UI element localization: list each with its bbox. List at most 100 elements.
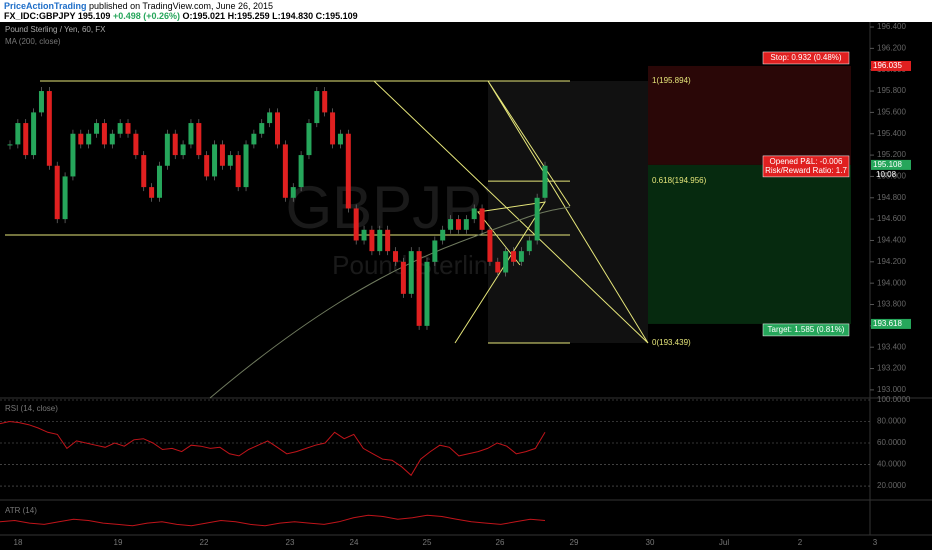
candle xyxy=(534,197,540,241)
entry-tag xyxy=(871,159,911,170)
candle xyxy=(542,165,548,198)
candle xyxy=(149,187,155,198)
y-tick-label: 196.400 xyxy=(877,22,906,31)
y-tick-label: 195.600 xyxy=(877,108,906,117)
candle xyxy=(46,91,52,166)
candle xyxy=(31,112,37,156)
y-tick-label: 100.0000 xyxy=(877,395,911,404)
candle xyxy=(416,251,422,326)
stop-tag xyxy=(871,60,911,71)
candle xyxy=(424,261,430,326)
change: +0.498 (+0.26%) xyxy=(112,11,180,21)
symbol: FX_IDC:GBPJPY xyxy=(4,11,76,21)
low: L:194.830 xyxy=(272,11,314,21)
header: PriceActionTrading published on TradingV… xyxy=(0,0,932,22)
candle xyxy=(282,144,288,198)
y-tick-label: 195.000 xyxy=(877,172,906,181)
x-tick-label: 2 xyxy=(798,538,803,547)
x-tick-label: 19 xyxy=(114,538,123,547)
stop-zone xyxy=(648,65,851,165)
candle xyxy=(227,155,233,166)
y-tick-label: 60.0000 xyxy=(877,438,906,447)
candle xyxy=(385,229,391,252)
y-tick-label: 193.800 xyxy=(877,300,906,309)
candle xyxy=(455,219,461,230)
stop-box xyxy=(762,51,850,65)
pane-subtitle: MA (200, close) xyxy=(5,37,61,46)
last: 195.109 xyxy=(77,11,111,21)
candle xyxy=(495,261,501,273)
candle xyxy=(298,155,304,188)
candle xyxy=(235,155,241,188)
stop-box-text: Stop: 0.932 (0.48%) xyxy=(770,53,841,62)
candle xyxy=(267,112,273,124)
candle xyxy=(511,251,517,262)
candle xyxy=(15,123,21,145)
candle xyxy=(188,123,194,145)
candle xyxy=(94,123,100,134)
candle xyxy=(62,176,68,220)
candle xyxy=(275,112,280,145)
indicator-line xyxy=(0,514,546,527)
candle xyxy=(518,251,524,262)
candle xyxy=(156,165,162,198)
candle xyxy=(322,91,328,113)
y-tick-label: 80.0000 xyxy=(877,417,906,426)
candle xyxy=(337,133,343,145)
open: O:195.021 xyxy=(182,11,226,21)
candle xyxy=(172,133,178,156)
target-tag-label: 193.618 xyxy=(873,319,902,328)
pnl-box-text: Risk/Reward Ratio: 1.7 xyxy=(765,166,847,175)
rsi-title: RSI (14, close) xyxy=(5,404,58,413)
candle xyxy=(487,229,493,262)
candle xyxy=(393,251,399,262)
fib-label: 0(193.439) xyxy=(652,338,691,347)
trend-lines xyxy=(373,80,649,344)
candle xyxy=(526,240,532,252)
y-tick-label: 194.200 xyxy=(877,257,906,266)
y-tick-label: 193.400 xyxy=(877,342,906,351)
x-tick-label: 3 xyxy=(873,538,878,547)
candle xyxy=(141,155,147,188)
candle xyxy=(7,144,13,146)
candle xyxy=(78,133,84,145)
candle xyxy=(463,219,469,230)
x-tick-label: 24 xyxy=(350,538,359,547)
candle xyxy=(353,208,359,241)
candle xyxy=(251,133,257,145)
candle xyxy=(377,229,383,252)
y-tick-label: 195.400 xyxy=(877,129,906,138)
y-tick-label: 195.800 xyxy=(877,86,906,95)
candle xyxy=(196,123,202,156)
candle xyxy=(306,123,312,156)
author[interactable]: PriceActionTrading xyxy=(4,1,87,11)
x-tick-label: 25 xyxy=(423,538,432,547)
time-tag: 10:08 xyxy=(876,170,897,179)
candle xyxy=(448,219,454,230)
target-box xyxy=(762,323,850,337)
candle xyxy=(440,229,446,241)
fib-label: 1(195.894) xyxy=(652,76,691,85)
ma-line xyxy=(209,206,571,399)
x-tick-label: Jul xyxy=(719,538,729,547)
y-tick-label: 194.800 xyxy=(877,193,906,202)
x-tick-label: 23 xyxy=(286,538,295,547)
candle xyxy=(86,133,92,145)
candle xyxy=(471,208,477,220)
candle xyxy=(479,208,485,230)
candle xyxy=(400,261,406,294)
triangle xyxy=(454,201,547,344)
x-tick-label: 22 xyxy=(200,538,209,547)
target-zone xyxy=(648,164,851,324)
y-tick-label: 20.0000 xyxy=(877,481,906,490)
candle xyxy=(117,123,123,134)
candle xyxy=(54,165,60,220)
y-tick-label: 196.200 xyxy=(877,43,906,52)
candle xyxy=(314,91,320,124)
candle xyxy=(290,187,296,198)
candle xyxy=(101,123,107,145)
x-tick-label: 30 xyxy=(646,538,655,547)
candle xyxy=(38,91,44,113)
candle xyxy=(243,144,249,188)
candle xyxy=(133,133,139,156)
